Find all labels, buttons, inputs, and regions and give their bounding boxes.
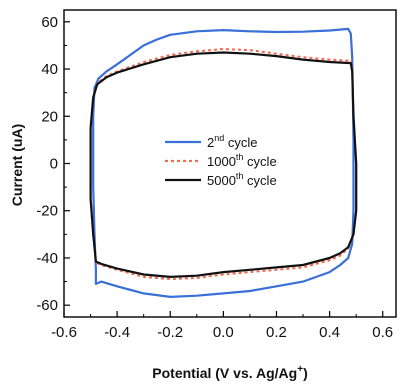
x-tick-label: -0.4: [104, 324, 130, 341]
legend-label-end: cycle: [243, 154, 276, 169]
x-tick-label: 0.6: [372, 324, 393, 341]
legend-label-end: cycle: [243, 173, 276, 188]
y-tick-label: 60: [41, 14, 58, 31]
series-line: [89, 48, 358, 281]
legend-label-main: 1000: [207, 154, 236, 169]
legend-label-sup: th: [236, 152, 244, 162]
y-tick-label: -20: [36, 203, 58, 220]
x-tick-label: 0.4: [319, 324, 340, 341]
series-line: [92, 27, 355, 298]
legend-label-sup: nd: [214, 133, 224, 143]
legend-label-sup: th: [236, 171, 244, 181]
x-axis-title-end: ): [303, 365, 308, 381]
legend-label-main: 5000: [207, 173, 236, 188]
x-axis-title-main: Potential (V vs. Ag/Ag: [152, 365, 297, 381]
y-tick-label: 40: [41, 61, 58, 78]
y-axis-title: Current (uA): [9, 124, 25, 206]
x-axis: -0.6 -0.4 -0.2 0.0 0.2 0.4 0.6: [51, 311, 393, 341]
x-tick-label: 0.2: [266, 324, 287, 341]
y-tick-label: -40: [36, 250, 58, 267]
x-tick-label: 0.0: [213, 324, 234, 341]
x-axis-title: Potential (V vs. Ag/Ag+): [152, 364, 307, 381]
y-tick-label: 20: [41, 108, 58, 125]
x-tick-label: -0.2: [157, 324, 183, 341]
x-axis-title-sup: +: [297, 364, 303, 375]
y-tick-label: -60: [36, 297, 58, 314]
x-tick-label: -0.6: [51, 324, 77, 341]
legend-label: 2nd cycle: [207, 133, 257, 150]
series-layer: [89, 27, 358, 298]
legend-label: 1000th cycle: [207, 152, 277, 169]
legend-label: 5000th cycle: [207, 171, 277, 188]
y-tick-label: 0: [50, 156, 58, 173]
legend-label-end: cycle: [224, 135, 257, 150]
series-line: [89, 51, 358, 278]
y-axis: -60 -40 -20 0 20 40 60: [36, 14, 70, 314]
legend-label-main: 2: [207, 135, 214, 150]
